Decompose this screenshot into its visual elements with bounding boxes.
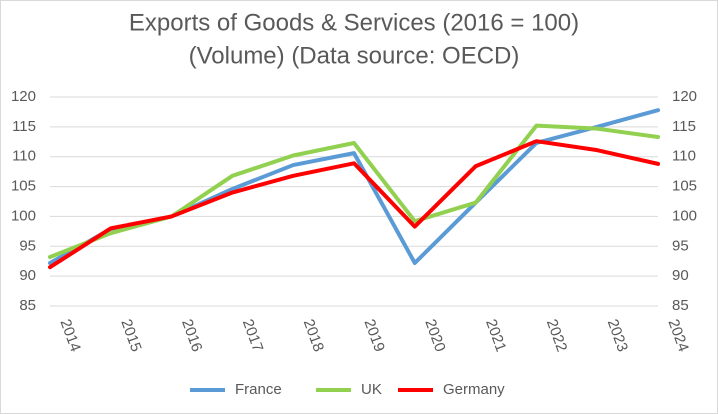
y2-tick-label: 115 (672, 118, 696, 135)
y-tick-label: 95 (19, 237, 36, 254)
y2-tick-label: 85 (672, 297, 689, 314)
y2-tick-label: 105 (672, 178, 697, 195)
y2-tick-label: 95 (672, 237, 689, 254)
y2-tick-label: 110 (672, 148, 696, 165)
chart-title: (Volume) (Data source: OECD) (189, 42, 520, 69)
y2-tick-label: 120 (672, 88, 697, 105)
y2-tick-label: 90 (672, 267, 689, 284)
legend-label: Germany (443, 381, 505, 398)
chart-title: Exports of Goods & Services (2016 = 100) (129, 9, 579, 36)
legend-label: France (235, 381, 282, 398)
y-tick-label: 90 (19, 267, 36, 284)
y-tick-label: 85 (19, 297, 36, 314)
y-tick-label: 115 (12, 118, 36, 135)
y-tick-label: 120 (11, 88, 36, 105)
y2-tick-label: 100 (672, 207, 697, 224)
series-line (48, 139, 660, 270)
legend-label: UK (361, 381, 382, 398)
y-tick-label: 105 (11, 178, 36, 195)
y-tick-label: 110 (12, 148, 36, 165)
y-tick-label: 100 (11, 207, 36, 224)
